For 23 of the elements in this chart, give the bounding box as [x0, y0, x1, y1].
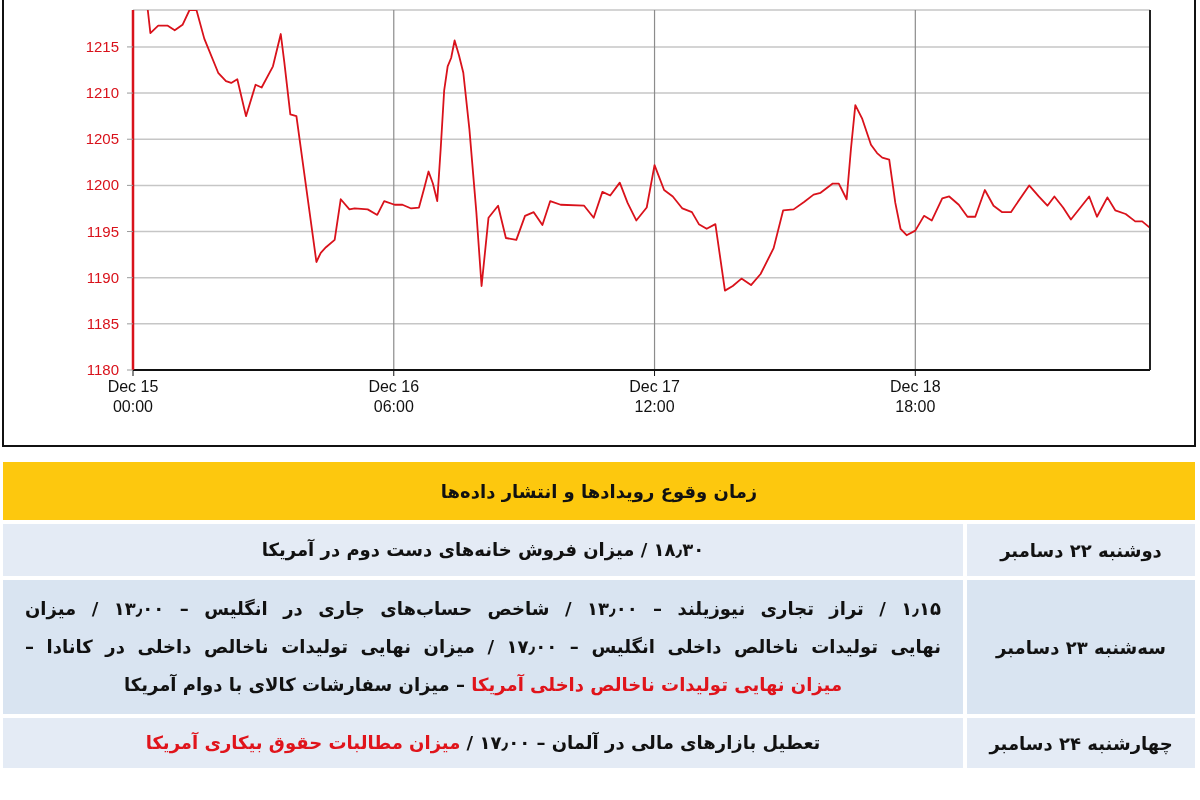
y-tick-label: 1215 [85, 37, 119, 55]
text: میزان مطالبات حقوق بیکاری آمریکا [145, 732, 461, 753]
y-tick-label: 1185 [86, 314, 119, 332]
x-tick-label: Dec 17 12:00 [629, 378, 680, 415]
text: میزان نهایی تولیدات ناخالص داخلی آمریکا [471, 674, 843, 695]
text: نهایی تولیدات ناخالص داخلی انگلیس – ۱۷٫۰۰ / میزان نهایی تولیدات ناخالص داخلی در کانادا – [25, 636, 941, 657]
text: زمان وقوع رویدادها و انتشار داده‌ها [440, 480, 758, 502]
text: ۱۸٫۳۰ / میزان فروش خانه‌های دست دوم در آمریکا [261, 539, 705, 560]
x-tick-label: Dec 16 06:00 [368, 378, 420, 415]
y-tick-label: 1195 [86, 222, 119, 240]
x-tick-label: Dec 18 18:00 [889, 378, 941, 415]
y-tick-label: 1180 [86, 361, 119, 378]
y-tick-label: 1210 [85, 84, 119, 102]
y-tick-label: 1205 [85, 130, 119, 148]
text: چهارشنبه ۲۴ دسامبر [989, 732, 1173, 754]
text: دوشنبه ۲۲ دسامبر [1000, 539, 1162, 561]
y-tick-label: 1200 [85, 176, 119, 194]
text: سه‌شنبه ۲۳ دسامبر [996, 636, 1166, 658]
y-tick-label: 1190 [86, 268, 119, 286]
text: تعطیل بازارهای مالی در آلمان – ۱۷٫۰۰ / [466, 732, 821, 753]
text: ۱٫۱۵ / تراز تجاری نیوزیلند – ۱۳٫۰۰ / شاخص حساب‌های جاری در انگلیس – ۱۳٫۰۰ / میزان [25, 598, 941, 619]
x-tick-label: Dec 15 00:00 [107, 378, 159, 415]
text: – میزان سفارشات کالای با دوام آمریکا [123, 674, 466, 695]
